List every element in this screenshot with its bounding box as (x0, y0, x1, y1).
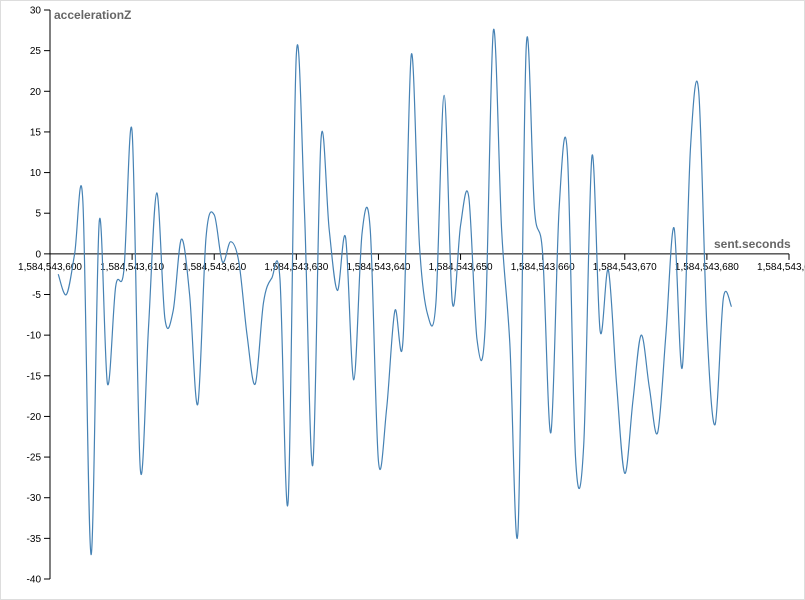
y-tick-label: -5 (32, 290, 41, 301)
y-tick-label: 20 (30, 87, 42, 98)
x-tick-label: 1,584,543,610 (100, 262, 164, 273)
y-tick-label: -15 (27, 371, 42, 382)
y-tick-label: -25 (27, 453, 42, 464)
y-tick-label: -35 (27, 534, 42, 545)
y-tick-label: -20 (27, 412, 42, 423)
data-line (57, 28, 733, 556)
y-tick-label: -30 (27, 493, 42, 504)
y-tick-label: 5 (35, 209, 41, 220)
y-tick-label: 15 (30, 127, 42, 138)
x-tick-label: 1,584,543,620 (182, 262, 246, 273)
x-axis-label: sent.seconds (714, 237, 791, 251)
y-tick-label: -10 (27, 331, 42, 342)
y-axis-label: accelerationZ (54, 8, 131, 22)
x-tick-label: 1,584,543,690 (757, 262, 805, 273)
x-tick-label: 1,584,543,630 (264, 262, 328, 273)
x-tick-label: 1,584,543,640 (346, 262, 410, 273)
y-tick-label: 25 (30, 46, 42, 57)
y-tick-label: 10 (30, 168, 42, 179)
x-tick-label: 1,584,543,600 (18, 262, 82, 273)
y-tick-label: -40 (27, 575, 42, 586)
x-tick-label: 1,584,543,680 (675, 262, 739, 273)
y-tick-label: 30 (30, 6, 42, 17)
x-tick-label: 1,584,543,670 (593, 262, 657, 273)
y-tick-label: 0 (35, 249, 41, 260)
x-tick-label: 1,584,543,650 (429, 262, 493, 273)
